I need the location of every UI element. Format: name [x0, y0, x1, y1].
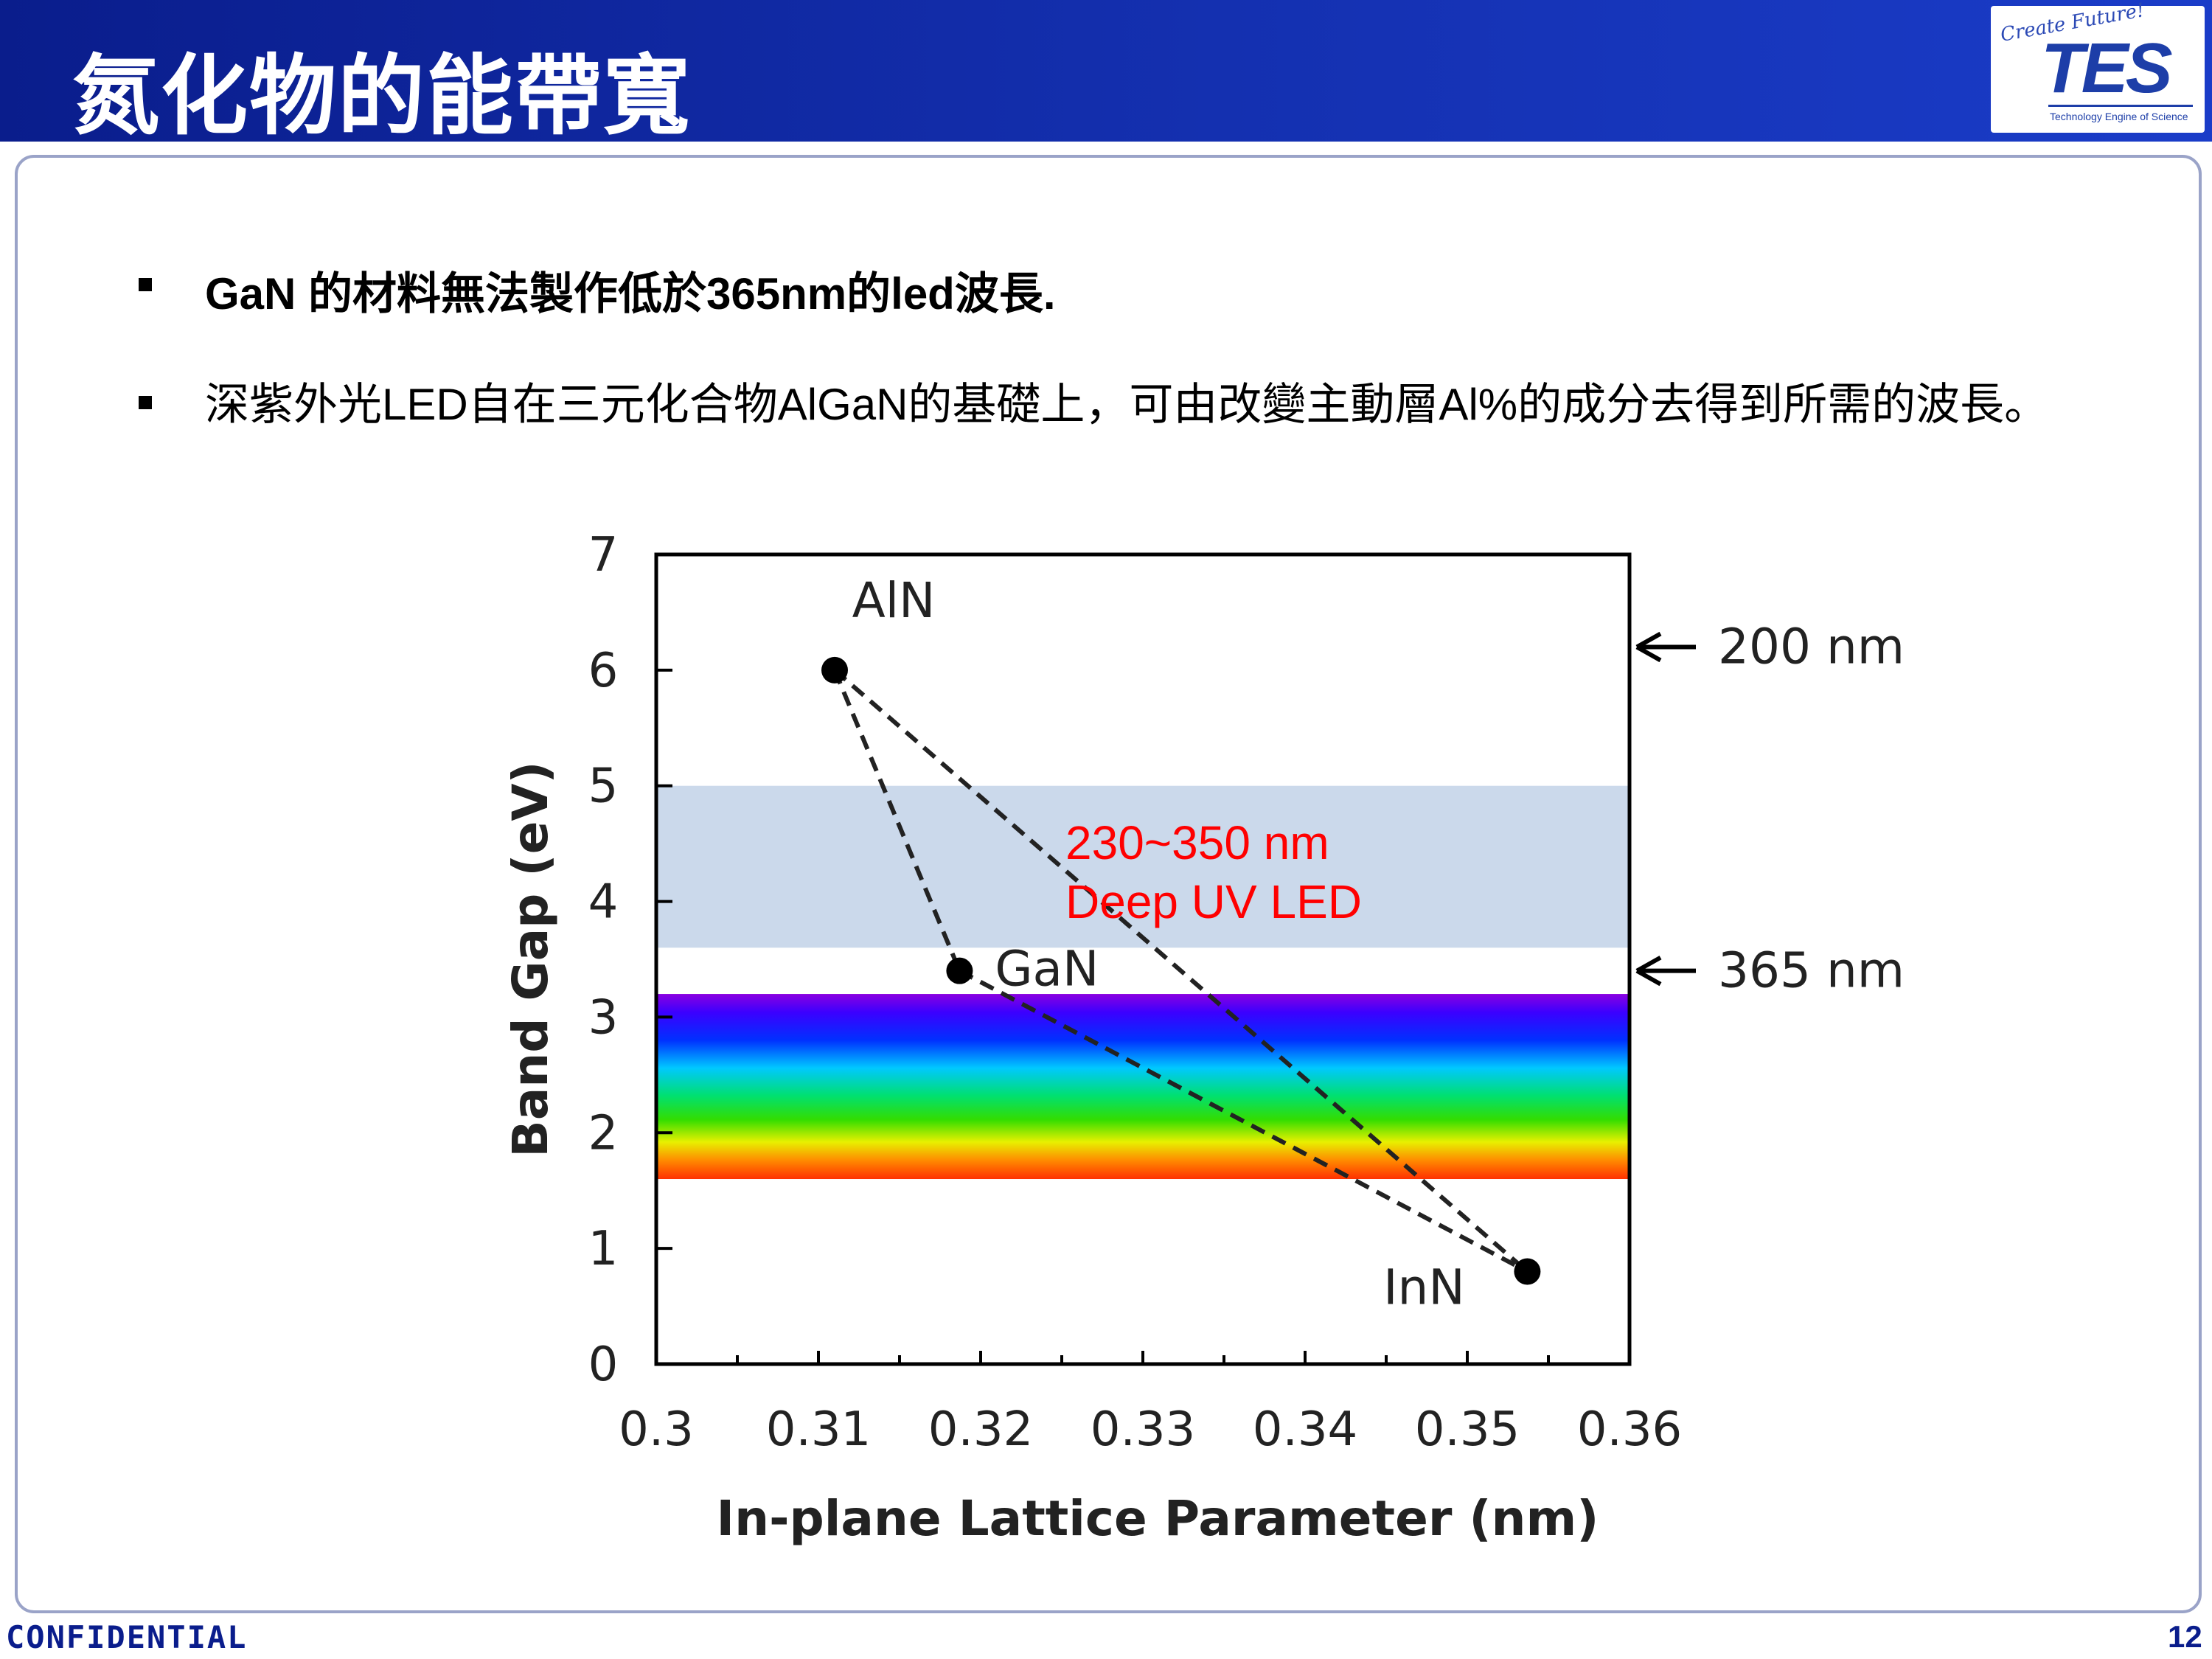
bullet-2: 深紫外光LED自在三元化合物AlGaN的基礎上，可由改變主動層Al%的成分去得到… — [205, 380, 2049, 429]
bullet-marker — [139, 278, 152, 291]
y-tick-label: 5 — [588, 759, 619, 814]
x-tick-label: 0.35 — [1415, 1402, 1520, 1457]
point-label: AlN — [852, 572, 936, 629]
data-point — [1514, 1258, 1541, 1285]
tes-logo: Create Future! TES Technology Engine of … — [1991, 0, 2205, 133]
footer-confidential: CONFIDENTIAL — [6, 1619, 248, 1655]
x-tick-label: 0.3 — [619, 1402, 694, 1457]
y-tick-label: 4 — [588, 875, 619, 930]
uv-annotation: Deep UV LED — [1065, 875, 1362, 928]
wavelength-marker-label: 200 nm — [1718, 618, 1905, 675]
visible-band — [658, 994, 1630, 1180]
y-tick-label: 6 — [588, 644, 619, 698]
y-axis-label: Band Gap (eV) — [502, 761, 559, 1157]
header-bar — [0, 0, 2212, 142]
point-label: GaN — [995, 941, 1099, 998]
x-tick-label: 0.33 — [1091, 1402, 1196, 1457]
point-label: InN — [1383, 1259, 1465, 1316]
bullet-marker — [139, 396, 152, 409]
arrow-head — [1635, 956, 1662, 987]
y-tick-label: 2 — [588, 1106, 619, 1161]
y-tick-label: 0 — [588, 1338, 619, 1392]
x-axis-label: In-plane Lattice Parameter (nm) — [717, 1490, 1599, 1547]
data-point — [821, 656, 848, 684]
logo-underline — [2048, 105, 2193, 107]
x-tick-label: 0.34 — [1253, 1402, 1358, 1457]
x-tick-label: 0.31 — [766, 1402, 872, 1457]
plot-frame — [654, 552, 1632, 1366]
y-tick-label: 7 — [588, 528, 619, 582]
page-number: 12 — [2168, 1619, 2202, 1654]
wavelength-marker-label: 365 nm — [1718, 942, 1905, 999]
arrow-head — [1635, 631, 1662, 663]
bullet-1: GaN 的材料無法製作低於365nm的led波長. — [205, 269, 1056, 319]
connection-line — [832, 669, 962, 972]
uv-annotation: 230~350 nm — [1065, 816, 1329, 869]
connection-line — [958, 969, 1528, 1274]
x-tick-label: 0.36 — [1577, 1402, 1683, 1457]
logo-tagline: Technology Engine of Science — [2050, 111, 2188, 122]
y-tick-label: 1 — [588, 1222, 619, 1276]
data-point — [946, 957, 973, 984]
y-tick-label: 3 — [588, 990, 619, 1045]
logo-brand: TES — [2041, 29, 2173, 108]
connection-line — [833, 668, 1529, 1273]
deep-uv-band — [658, 785, 1630, 948]
x-tick-label: 0.32 — [928, 1402, 1034, 1457]
page-title: 氮化物的能帶寬 — [72, 44, 692, 147]
